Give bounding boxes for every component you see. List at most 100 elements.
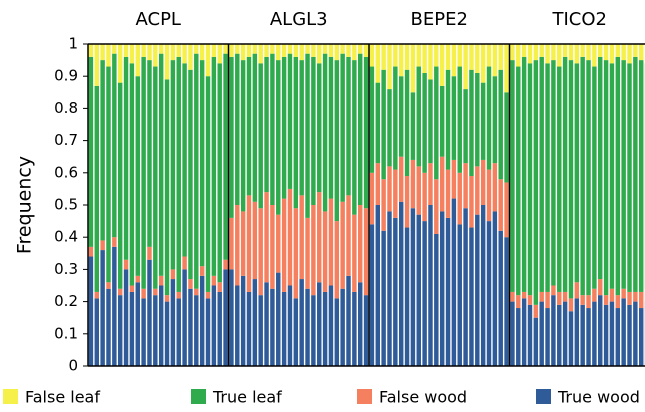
legend-label: False wood (379, 388, 467, 407)
bar-segment (486, 66, 492, 170)
bar-segment (88, 246, 94, 257)
bar-segment (568, 60, 574, 299)
bar-segment (199, 275, 205, 366)
bar-segment (457, 66, 462, 173)
bar-segment (621, 44, 626, 61)
bar-segment (94, 44, 100, 86)
bar-segment (393, 66, 398, 170)
panel-title: BEPE2 (411, 9, 468, 30)
y-tick-label: 0.9 (54, 67, 78, 85)
bar-segment (557, 291, 562, 305)
bar-segment (276, 60, 281, 215)
bar-segment (94, 85, 100, 292)
bar-segment (598, 279, 603, 296)
bar-segment (398, 44, 404, 77)
bar-segment (633, 44, 638, 57)
bar-segment (539, 301, 544, 366)
bar-segment (463, 89, 468, 164)
bar-segment (510, 60, 515, 292)
bar-segment (492, 76, 498, 164)
bar-segment (287, 188, 293, 286)
bar-segment (305, 53, 310, 218)
legend-label: True leaf (212, 388, 282, 407)
bar-segment (106, 288, 111, 366)
bar-segment (176, 291, 181, 299)
bar-segment (398, 76, 404, 157)
y-tick-label: 0.3 (54, 260, 78, 278)
bar-segment (270, 53, 275, 205)
panel-title: ACPL (136, 9, 181, 30)
bar-segment (311, 56, 316, 205)
bar-segment (586, 44, 591, 61)
bar-segment (486, 44, 492, 67)
bar-segment (158, 44, 164, 54)
bar-segment (404, 227, 410, 366)
bar-segment (557, 44, 562, 67)
bar-segment (627, 304, 632, 366)
bar-segment (527, 63, 533, 296)
bar-segment (480, 82, 486, 160)
bar-segment (504, 44, 509, 93)
bar-segment (170, 44, 176, 61)
bar-segment (281, 56, 287, 199)
bar-segment (264, 44, 269, 57)
bar-segment (334, 298, 340, 366)
y-tick-label: 0.4 (54, 228, 78, 246)
bar-segment (381, 179, 386, 231)
bar-segment (603, 44, 609, 61)
bar-segment (153, 44, 158, 67)
bar-segment (439, 85, 445, 157)
bar-segment (504, 92, 509, 183)
bar-segment (387, 89, 392, 167)
bar-segment (176, 44, 181, 57)
bar-segment (153, 66, 158, 289)
bar-segment (592, 301, 597, 366)
bar-segment (252, 279, 258, 366)
bar-segment (557, 304, 562, 366)
bar-segment (112, 53, 117, 238)
bar-segment (516, 308, 521, 366)
bar-segment (182, 269, 187, 366)
bar-segment (112, 246, 117, 366)
bar-segment (451, 44, 457, 77)
bar-segment (94, 291, 100, 299)
bar-segment (158, 285, 164, 366)
bar-segment (463, 163, 468, 209)
bar-segment (205, 76, 211, 292)
bar-segment (404, 44, 410, 70)
bar-segment (129, 63, 135, 286)
bar-segment (158, 275, 164, 286)
bar-segment (627, 63, 632, 292)
bar-segment (123, 44, 129, 57)
bar-segment (539, 44, 544, 57)
y-tick-label: 0.2 (54, 292, 78, 310)
bar-segment (311, 205, 316, 296)
bar-segment (258, 63, 263, 209)
bar-segment (480, 44, 486, 83)
bar-segment (153, 295, 158, 366)
bar-segment (457, 44, 462, 67)
bar-segment (188, 69, 193, 280)
bar-segment (609, 63, 615, 289)
y-axis-label: Frequency (14, 156, 36, 254)
bar-segment (498, 44, 503, 70)
bar-segment (135, 275, 140, 283)
bar-segment (580, 304, 585, 366)
bar-segment (457, 224, 462, 366)
bar-segment (410, 44, 416, 93)
bar-segment (439, 211, 445, 366)
bar-segment (434, 44, 439, 67)
bar-segment (510, 44, 515, 61)
bar-segment (235, 44, 240, 54)
bar-segment (328, 285, 334, 366)
bar-segment (346, 275, 351, 366)
bar-segment (141, 44, 146, 57)
bar-segment (340, 53, 345, 202)
bar-segment (434, 66, 439, 180)
bar-segment (252, 44, 258, 54)
bar-segment (381, 69, 386, 180)
bar-segment (199, 44, 205, 61)
bar-segment (264, 192, 269, 283)
bar-segment (545, 291, 550, 309)
bar-segment (410, 92, 416, 160)
